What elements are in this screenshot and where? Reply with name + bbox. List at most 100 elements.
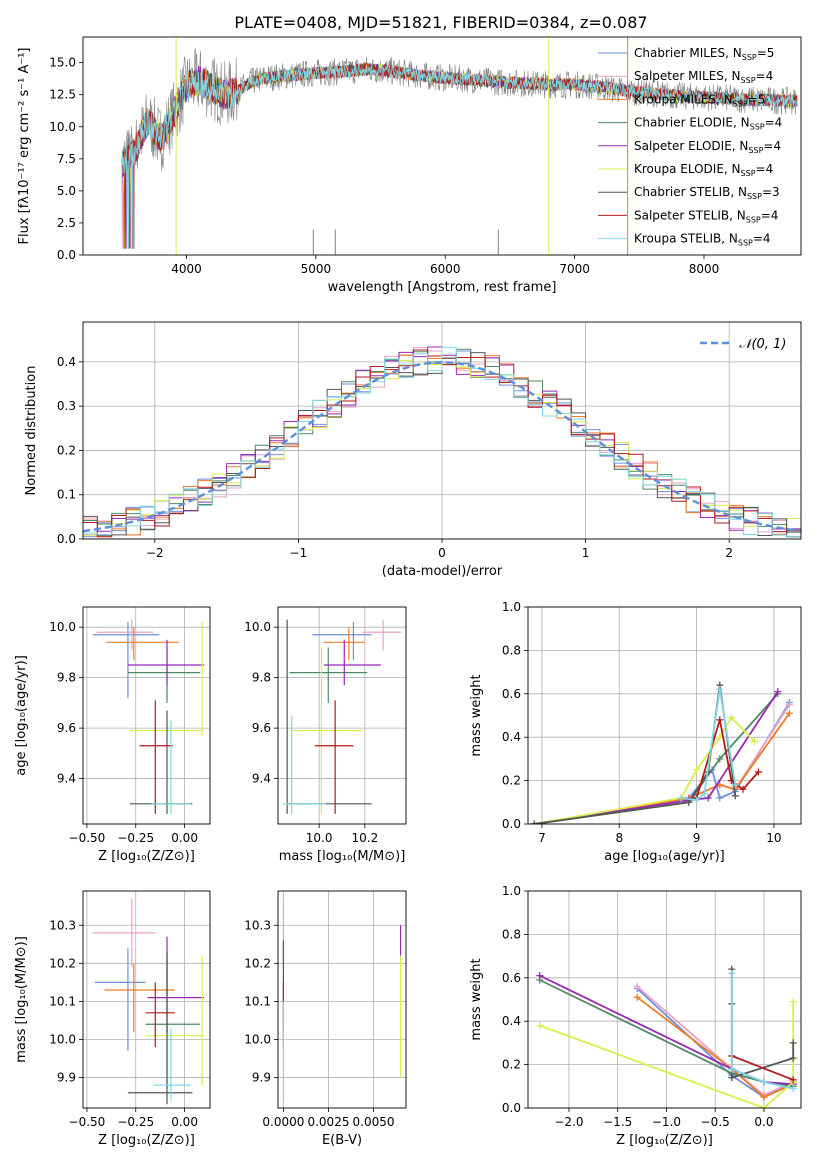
mass_weight_vs_Z-line-7 [731,1055,794,1081]
spectrum-legend-label: Kroupa MILES, NSSP=5 [634,92,765,108]
age_vs_Z-ytick-label: 9.6 [57,721,76,735]
mass_weight_vs_Z-line-2 [636,996,794,1099]
residuals-xtick-label: 1 [582,546,590,560]
mass_weight_vs_Z-marker [728,1065,736,1073]
mass_weight_vs_age-xtick-label: 9 [693,831,701,845]
mass_weight_vs_age-marker [693,766,701,774]
residuals-axes: −2 −1 0 1 2 0.0 0.1 0.2 0.3 0.4 (data-model)/error… [24,321,802,579]
age_vs_mass-xlabel: mass [log₁₀(M/M⊙)] [279,849,406,864]
mass_vs_ebv-xtick-label: 0.0025 [307,1115,349,1129]
mass_weight_vs_age-marker [685,798,693,806]
age_vs_Z-ytick-label: 9.8 [57,671,76,685]
mass_weight_vs_Z-ytick-label: 0.6 [502,971,521,985]
spectrum-ylabel: Flux [fλ10⁻¹⁷ erg cm⁻² s⁻¹ A⁻¹] [17,48,32,245]
mass_vs_ebv-ytick-label: 10.2 [244,956,271,970]
mass_weight_vs_Z-marker [789,1039,797,1047]
age_vs_mass-ytick-label: 10.0 [244,620,271,634]
spectrum-legend-label: Chabrier STELIB, NSSP=3 [634,185,780,201]
age_vs_mass-xtick-label: 10.2 [351,831,378,845]
mass_weight_vs_age-marker [716,794,724,802]
residuals-xtick-label: 0 [438,546,446,560]
spectrum-frame [82,36,802,256]
mass_weight_vs_age-marker [700,790,708,798]
mass_vs_ebv-xlabel: E(B-V) [322,1133,362,1148]
mass_vs_Z-ytick-label: 10.0 [49,1032,76,1046]
mass_weight_vs_age-ytick-label: 0.8 [502,643,521,657]
mass_vs_ebv-ytick-label: 10.3 [244,918,271,932]
mass_weight_vs_Z-marker [728,1074,736,1082]
mass_weight_vs_age-marker [739,785,747,793]
mass_weight_vs_Z-ylabel: mass weight [469,958,484,1040]
age_vs_mass-plot-area [282,619,402,814]
mass_vs_ebv-xtick-label: 0.0050 [353,1115,395,1129]
spectrum-xlabel: wavelength [Angstrom, rest frame] [328,280,557,295]
mass_weight_vs_Z-axes: −2.0 −1.5 −1.0 −0.5 0.0 0.0 0.2 0.4 0.6 0.8 1.0 Z [… [469,884,802,1148]
gauss-curve [83,361,801,533]
residuals-frame [82,321,802,540]
age_vs_Z-xtick-label: −0.50 [69,831,106,845]
mass_vs_Z-plot-area [92,898,205,1105]
mass_weight_vs_Z-xtick-label: −2.0 [554,1115,583,1129]
mass_weight_vs_Z-ytick-label: 0.2 [502,1058,521,1072]
mass_vs_Z-xtick-label: 0.00 [171,1115,198,1129]
mass_weight_vs_age-xlabel: age [log₁₀(age/yr)] [604,849,725,864]
spectrum-legend-label: Salpeter STELIB, NSSP=4 [634,208,778,224]
mass_weight_vs_age-ytick-label: 0.4 [502,730,521,744]
spectrum-ytick-label: 0.0 [57,248,76,262]
mass_weight_vs_Z-line-8 [730,973,794,1090]
mass_weight_vs_age-marker [530,820,538,824]
mass_weight_vs_Z-plot-area [536,965,797,1108]
residuals-ytick-label: 0.1 [57,488,76,502]
spectrum-ytick-label: 12.5 [49,88,76,102]
mass_weight_vs_age-xtick-label: 7 [538,831,546,845]
spectrum-axes: 4000 5000 6000 7000 8000 0.0 2.5 5.0 7.5 10.0 12.5… [17,36,802,295]
mass_weight_vs_age-xtick-label: 8 [615,831,623,845]
mass_weight_vs_age-marker [754,768,762,776]
mass_weight_vs_age-marker [693,796,701,804]
residuals-ytick-label: 0.2 [57,443,76,457]
spectrum-legend-label: Chabrier MILES, NSSP=5 [634,46,774,62]
mass_weight_vs_Z-marker [789,998,797,1006]
mass_weight_vs_Z-xlabel: Z [log₁₀(Z/Z⊙)] [616,1133,713,1148]
mass_vs_ebv-xtick-label: 0.0000 [262,1115,304,1129]
age_vs_mass-frame [277,606,407,825]
age_vs_Z-xtick-label: 0.00 [171,831,198,845]
age_vs_Z-ytick-label: 10.0 [49,620,76,634]
age_vs_Z-ytick-label: 9.4 [57,772,76,786]
residuals-ylabel: Normed distribution [24,366,39,496]
mass_weight_vs_Z-ytick-label: 0.0 [502,1101,521,1115]
residuals-ytick-label: 0.3 [57,399,76,413]
mass_weight_vs_age-marker [731,781,739,789]
spectrum-legend-label: Salpeter MILES, NSSP=4 [634,69,773,85]
mass_weight_vs_age-marker [716,733,724,741]
mass_vs_Z-ytick-label: 9.9 [57,1071,76,1085]
residuals-ytick-label: 0.0 [57,532,76,546]
mass_weight_vs_age-marker [677,794,685,802]
mass_weight_vs_Z-marker [633,982,641,990]
mass_weight_vs_Z-ytick-label: 0.4 [502,1014,521,1028]
spectrum-legend-label: Chabrier ELODIE, NSSP=4 [634,116,782,132]
mass_weight_vs_age-plot-area [530,681,793,824]
spectrum-ytick-label: 5.0 [57,184,76,198]
mass_vs_ebv-ytick-label: 10.0 [244,1032,271,1046]
mass_weight_vs_age-marker [785,701,793,709]
spectrum-model-line [121,64,798,249]
age_vs_Z-xtick-label: −0.25 [117,831,154,845]
age_vs_Z-xlabel: Z [log₁₀(Z/Z⊙)] [98,849,195,864]
mass_weight_vs_age-marker [716,755,724,763]
age_vs_mass-xtick-label: 10.0 [306,831,333,845]
spectrum-ytick-label: 7.5 [57,152,76,166]
residuals-plot-area [83,346,801,538]
mass_vs_ebv-axes: 0.0000 0.0025 0.0050 9.9 10.0 10.1 10.2 10.3 E(B… [244,890,407,1148]
age_vs_mass-axes: 10.0 10.2 9.4 9.6 9.8 10.0 mass [log₁₀(M/M⊙)] [244,606,407,864]
spectrum-xtick-label: 6000 [430,262,461,276]
mass_weight_vs_age-ylabel: mass weight [469,674,484,756]
mass_weight_vs_age-xtick-label: 10 [766,831,781,845]
mass_weight_vs_age-marker [751,738,759,746]
age_vs_Z-ylabel: age [log₁₀(age/yr)] [14,655,29,776]
residuals-xtick-label: 2 [725,546,733,560]
spectrum-xtick-label: 7000 [559,262,590,276]
age_vs_mass-ytick-label: 9.8 [252,671,271,685]
spectrum-plot-area [121,37,798,255]
